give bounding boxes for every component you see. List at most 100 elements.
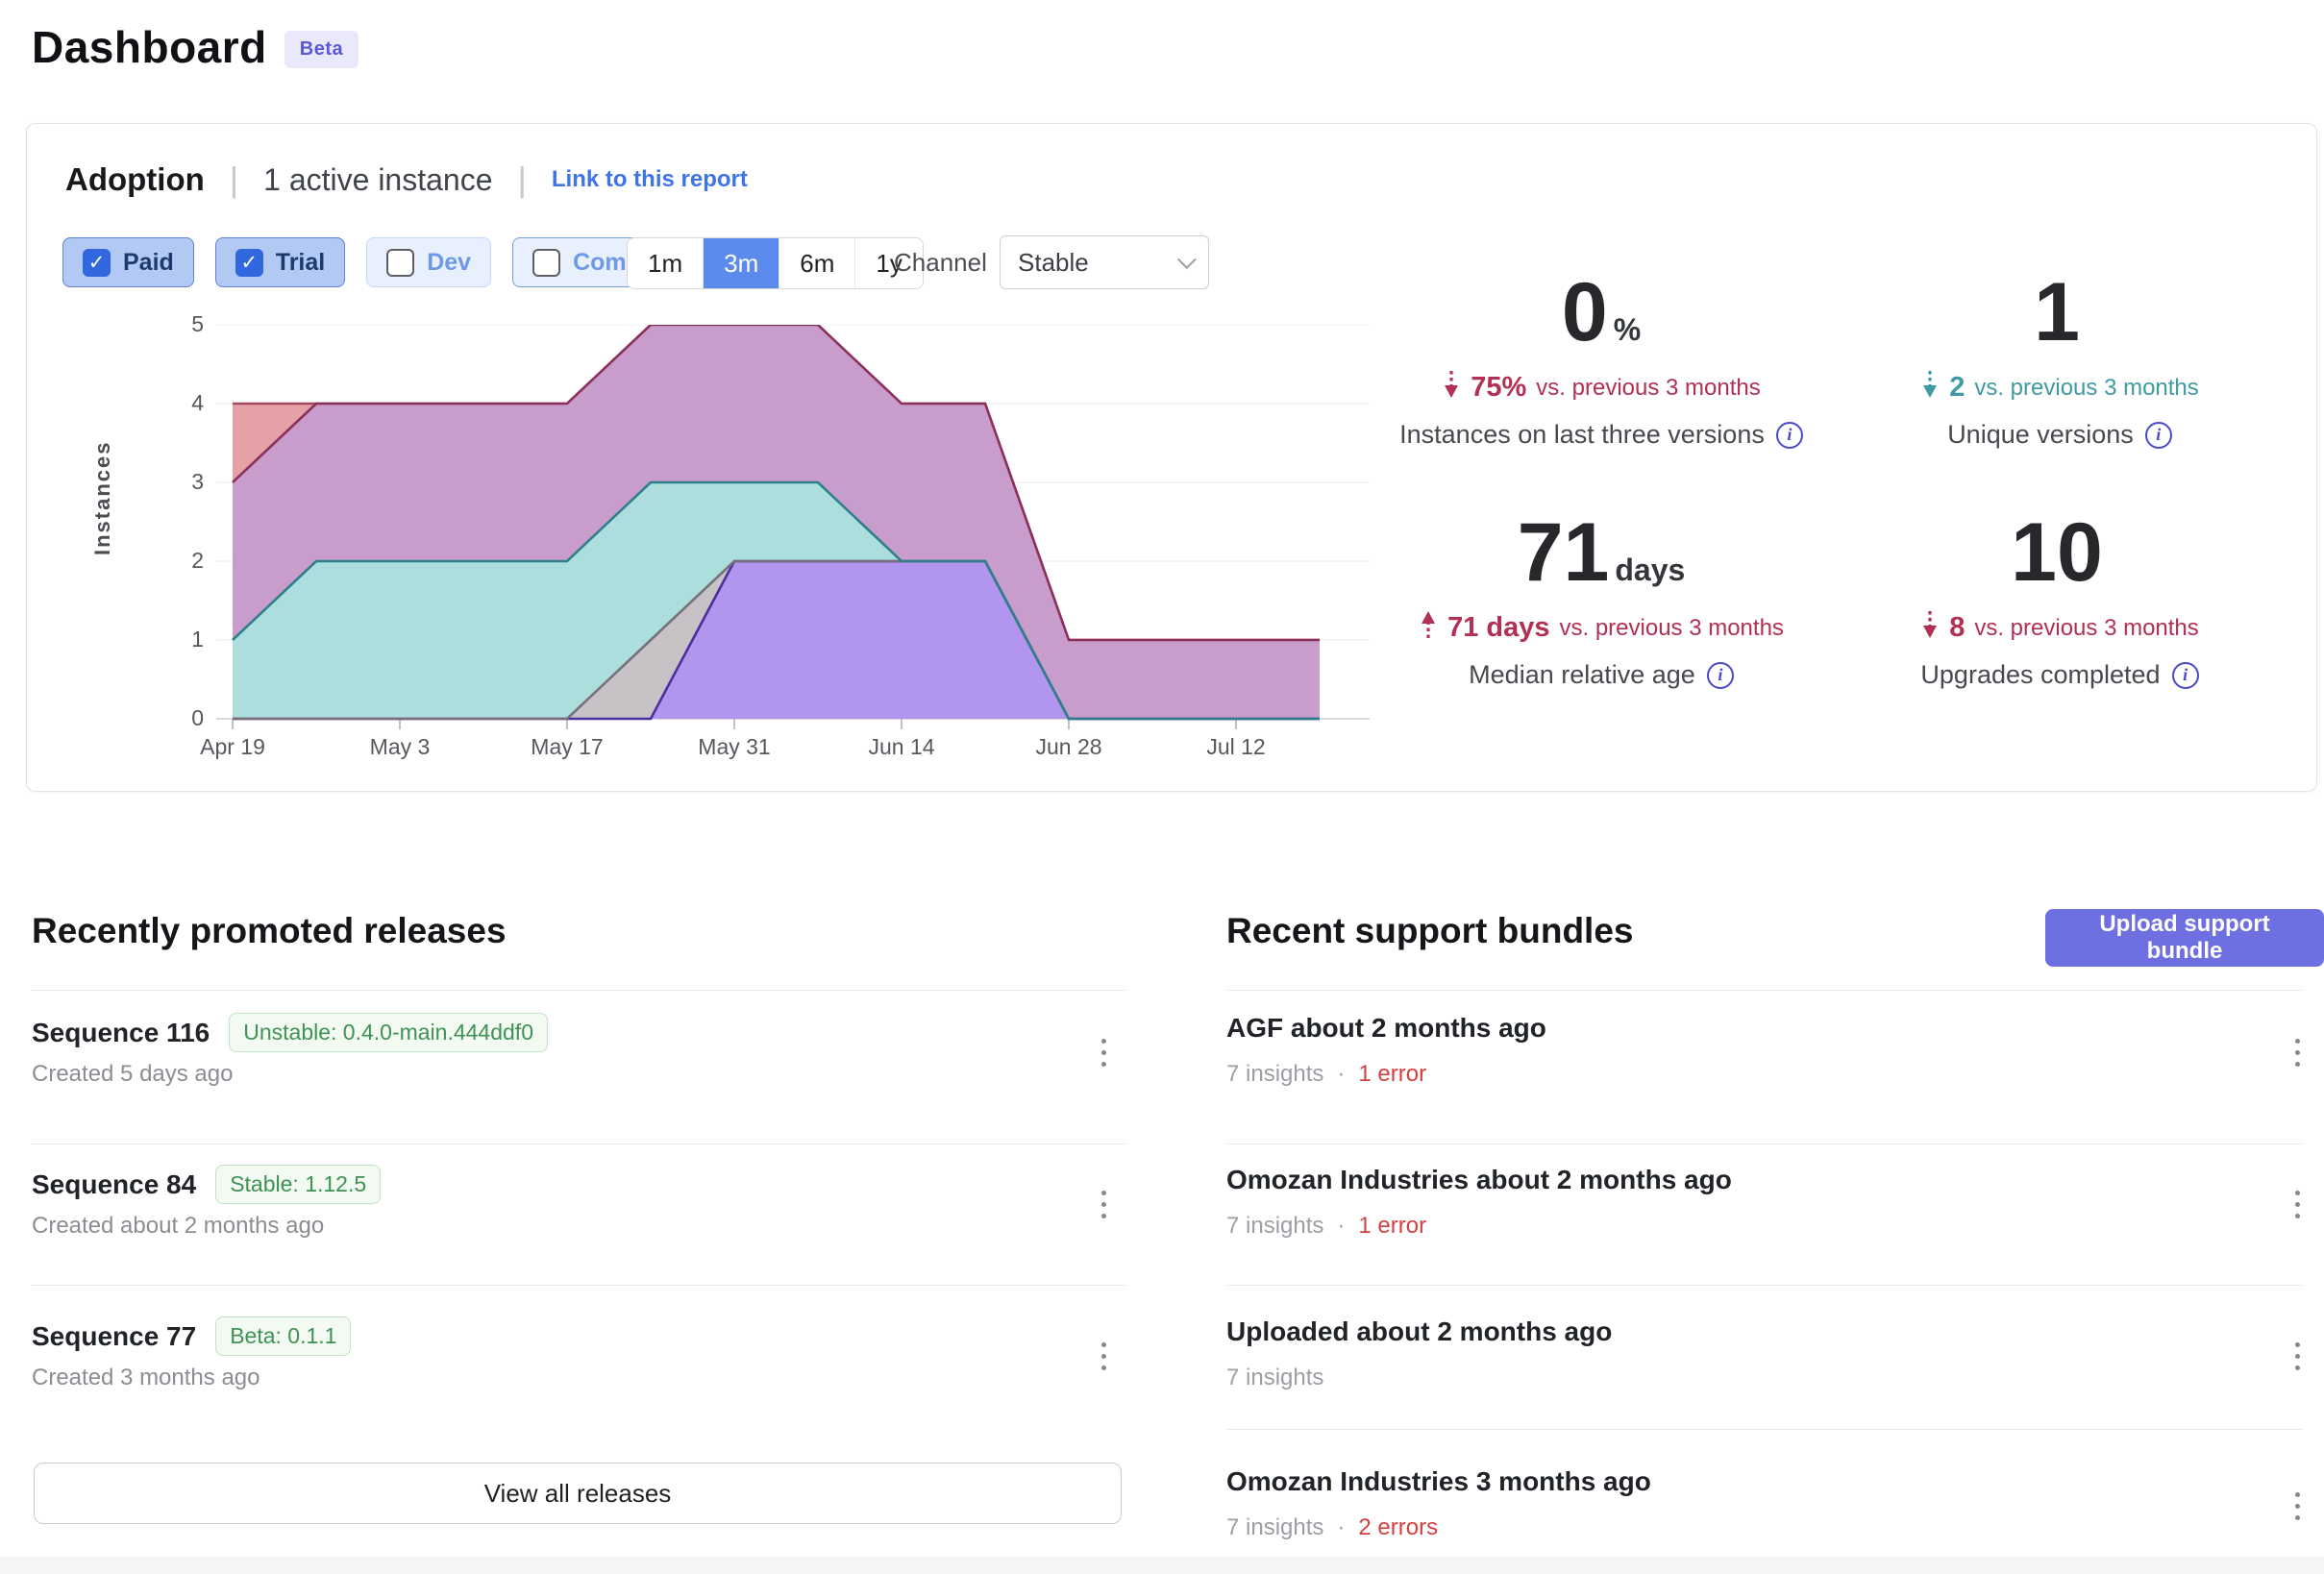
bundle-row-title[interactable]: Omozan Industries 3 months ago [1226, 1466, 1651, 1497]
stat-label: Unique versions i [1752, 420, 2324, 450]
insights-count: 7 insights [1226, 1365, 1324, 1390]
stat-unique-versions: 1 2 vs. previous 3 months Unique versions… [1752, 271, 2324, 450]
header-separator: | [517, 160, 527, 199]
x-tick-label: Jun 28 [1035, 734, 1102, 759]
channel-value: Stable [1018, 247, 1089, 277]
bundles-section-header: Recent support bundles [1226, 911, 1634, 950]
y-tick-label: 1 [191, 627, 204, 652]
info-icon[interactable]: i [2144, 421, 2172, 449]
checkbox-icon[interactable] [386, 248, 415, 277]
kebab-menu-icon[interactable] [2278, 1332, 2316, 1380]
y-tick-label: 5 [191, 311, 204, 336]
adoption-title: Adoption [65, 161, 205, 197]
chevron-down-icon [1176, 250, 1197, 270]
bundle-title: Uploaded about 2 months ago [1226, 1316, 1613, 1346]
x-tick-label: May 3 [369, 734, 431, 759]
adoption-area-chart[interactable] [216, 325, 1370, 732]
adoption-card-header: Adoption | 1 active instance | Link to t… [65, 160, 748, 200]
range-1y[interactable]: 1y [854, 238, 922, 288]
insights-count: 7 insights [1226, 1213, 1324, 1239]
insights-count: 7 insights [1226, 1061, 1324, 1087]
bundle-meta: 7 insights · [1226, 1365, 1323, 1391]
info-icon[interactable]: i [2171, 661, 2199, 689]
filter-label: Trial [275, 248, 326, 276]
stat-label: Median relative age i [1294, 660, 1909, 690]
kebab-menu-icon[interactable] [2278, 1482, 2316, 1530]
stat-delta: 8 vs. previous 3 months [1752, 609, 2324, 647]
trend-arrow-icon [1920, 609, 1940, 647]
bundle-row-title[interactable]: AGF about 2 months ago [1226, 1013, 1546, 1044]
release-channel-badge: Unstable: 0.4.0-main.444ddf0 [229, 1013, 548, 1052]
error-count: 2 errors [1358, 1514, 1439, 1540]
view-all-releases-button[interactable]: View all releases [34, 1463, 1122, 1524]
trend-arrow-icon [1442, 369, 1461, 406]
x-tick-label: May 31 [698, 734, 771, 759]
release-sequence: Sequence 116 [32, 1017, 210, 1047]
kebab-menu-icon[interactable] [1084, 1028, 1123, 1076]
checkbox-icon[interactable]: ✓ [83, 248, 111, 277]
time-range-selector: 1m 3m 6m 1y [627, 237, 924, 289]
kebab-menu-icon[interactable] [2278, 1180, 2316, 1228]
channel-label: Channel [894, 248, 987, 277]
stat-label: Instances on last three versions i [1294, 420, 1909, 450]
page-title-text: Dashboard [32, 22, 267, 72]
kebab-menu-icon[interactable] [2278, 1028, 2316, 1076]
release-channel-badge: Stable: 1.12.5 [215, 1165, 382, 1204]
release-row-title[interactable]: Sequence 77 Beta: 0.1.1 [32, 1316, 352, 1356]
meta-dot: · [1337, 1061, 1346, 1087]
info-icon[interactable]: i [1706, 661, 1734, 689]
stat-value: 10 [2011, 506, 2103, 599]
bundle-row-title[interactable]: Omozan Industries about 2 months ago [1226, 1165, 1732, 1195]
stat-delta: 71 days vs. previous 3 months [1294, 609, 1909, 647]
stat-upgrades-completed: 10 8 vs. previous 3 months Upgrades compl… [1752, 511, 2324, 690]
filter-trial[interactable]: ✓ Trial [214, 237, 346, 287]
bundle-row-title[interactable]: Uploaded about 2 months ago [1226, 1316, 1612, 1347]
kebab-menu-icon[interactable] [1084, 1180, 1123, 1228]
meta-dot: · [1337, 1514, 1346, 1540]
range-label: 1m [648, 248, 683, 278]
y-tick-label: 3 [191, 469, 204, 494]
chart-y-axis-label: Instances [90, 440, 114, 556]
release-created: Created 3 months ago [32, 1365, 260, 1390]
kebab-menu-icon[interactable] [1084, 1332, 1123, 1380]
filter-paid[interactable]: ✓ Paid [62, 237, 194, 287]
range-1m[interactable]: 1m [628, 238, 703, 288]
stat-instances-last-three-versions: 0% 75% vs. previous 3 months Instances on… [1294, 271, 1909, 450]
range-label: 6m [800, 248, 835, 278]
range-3m[interactable]: 3m [703, 238, 779, 288]
x-tick-label: Jun 14 [868, 734, 935, 759]
link-to-report[interactable]: Link to this report [551, 166, 748, 192]
stat-value: 71 days [1517, 506, 1686, 599]
beta-badge: Beta [284, 30, 359, 68]
header-separator: | [229, 160, 239, 199]
stat-delta: 2 vs. previous 3 months [1752, 369, 2324, 406]
stat-value: 1 [2034, 266, 2080, 358]
y-tick-label: 2 [191, 548, 204, 573]
checkbox-icon[interactable]: ✓ [235, 248, 263, 277]
stat-median-relative-age: 71 days 71 days vs. previous 3 months Medi… [1294, 511, 1909, 690]
active-instance-count: 1 active instance [263, 161, 493, 197]
divider [1226, 1285, 2303, 1286]
next-section-edge [0, 1557, 2324, 1574]
filter-label: Dev [427, 248, 472, 276]
release-channel-badge: Beta: 0.1.1 [215, 1316, 352, 1356]
page-title: Dashboard Beta [32, 21, 359, 73]
x-tick-label: Jul 12 [1206, 734, 1266, 759]
range-6m[interactable]: 6m [779, 238, 854, 288]
release-row-title[interactable]: Sequence 116 Unstable: 0.4.0-main.444ddf… [32, 1013, 548, 1052]
filter-dev[interactable]: Dev [366, 237, 492, 287]
divider [32, 1285, 1126, 1286]
error-count: 1 error [1358, 1213, 1427, 1239]
stat-value: 0% [1561, 266, 1642, 358]
filter-label: Paid [123, 248, 174, 276]
y-tick-label: 0 [191, 705, 204, 730]
release-created: Created about 2 months ago [32, 1213, 325, 1239]
checkbox-icon[interactable] [532, 248, 561, 277]
bundle-title: AGF about 2 months ago [1226, 1013, 1546, 1043]
release-sequence: Sequence 77 [32, 1320, 197, 1351]
channel-dropdown[interactable]: Stable [1000, 235, 1209, 289]
divider [1226, 990, 2303, 991]
release-row-title[interactable]: Sequence 84 Stable: 1.12.5 [32, 1165, 382, 1204]
info-icon[interactable]: i [1775, 421, 1803, 449]
upload-support-bundle-button[interactable]: Upload support bundle [2045, 909, 2324, 967]
